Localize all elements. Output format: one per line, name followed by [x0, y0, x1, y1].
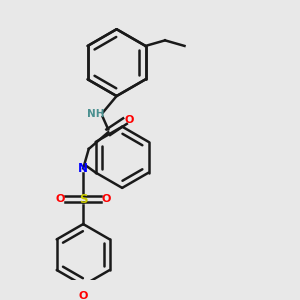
Text: NH: NH	[87, 109, 104, 119]
Text: S: S	[79, 193, 87, 206]
Text: N: N	[78, 162, 88, 175]
Text: O: O	[79, 292, 88, 300]
Text: O: O	[56, 194, 65, 204]
Text: O: O	[102, 194, 111, 204]
Text: O: O	[124, 115, 134, 125]
